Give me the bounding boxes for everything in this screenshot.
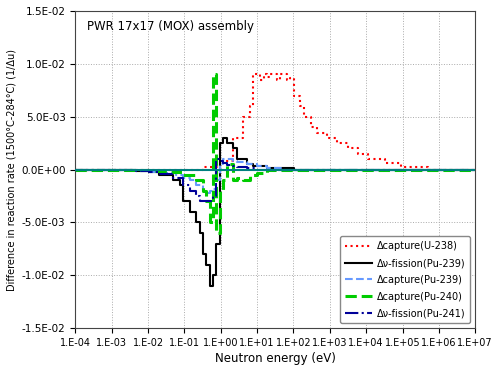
- Δν-fission(Pu-241): [214, 157, 220, 161]
- Δν-fission(Pu-239): [112, 167, 118, 172]
- Δcapture(Pu-240): [418, 167, 424, 172]
- Line: Δν-fission(Pu-239): Δν-fission(Pu-239): [76, 138, 475, 286]
- Line: Δν-fission(Pu-241): Δν-fission(Pu-241): [76, 159, 475, 201]
- Δν-fission(Pu-239): [352, 167, 358, 172]
- Δcapture(Pu-240): [264, 167, 270, 172]
- Δν-fission(Pu-241): [352, 167, 358, 172]
- Δcapture(U-238): [352, 146, 358, 151]
- Δcapture(Pu-239): [237, 160, 243, 164]
- Δcapture(U-238): [234, 136, 239, 140]
- Δν-fission(Pu-239): [264, 166, 270, 171]
- Δcapture(Pu-239): [472, 167, 478, 172]
- Δcapture(U-238): [472, 167, 478, 172]
- Line: Δcapture(U-238): Δcapture(U-238): [76, 74, 475, 170]
- Δν-fission(Pu-241): [264, 167, 270, 172]
- Line: Δcapture(Pu-239): Δcapture(Pu-239): [76, 159, 475, 193]
- X-axis label: Neutron energy (eV): Neutron energy (eV): [215, 352, 336, 365]
- Δcapture(Pu-239): [72, 167, 78, 172]
- Δcapture(U-238): [264, 72, 270, 77]
- Y-axis label: Difference in reaction rate (1500°C-284°C) (1/Δu): Difference in reaction rate (1500°C-284°…: [7, 49, 17, 291]
- Δν-fission(Pu-239): [388, 167, 394, 172]
- Δcapture(U-238): [250, 72, 256, 77]
- Δcapture(U-238): [385, 161, 391, 166]
- Δcapture(Pu-239): [388, 167, 394, 172]
- Δν-fission(Pu-239): [72, 167, 78, 172]
- Δν-fission(Pu-241): [472, 167, 478, 172]
- Δcapture(U-238): [112, 167, 118, 172]
- Δν-fission(Pu-241): [196, 199, 202, 203]
- Δν-fission(Pu-241): [72, 167, 78, 172]
- Δν-fission(Pu-239): [418, 167, 424, 172]
- Line: Δcapture(Pu-240): Δcapture(Pu-240): [76, 74, 475, 233]
- Δcapture(Pu-240): [352, 167, 358, 172]
- Legend: Δcapture(U-238), Δν-fission(Pu-239), Δcapture(Pu-239), Δcapture(Pu-240), Δν-fiss: Δcapture(U-238), Δν-fission(Pu-239), Δca…: [340, 236, 470, 323]
- Δcapture(Pu-239): [204, 190, 210, 195]
- Δcapture(Pu-240): [388, 167, 394, 172]
- Δν-fission(Pu-239): [237, 157, 243, 161]
- Δcapture(Pu-240): [237, 176, 243, 180]
- Δcapture(Pu-239): [112, 167, 118, 172]
- Δcapture(Pu-240): [72, 167, 78, 172]
- Δcapture(Pu-240): [210, 72, 216, 77]
- Δcapture(Pu-239): [352, 167, 358, 172]
- Δν-fission(Pu-241): [418, 167, 424, 172]
- Δν-fission(Pu-239): [472, 167, 478, 172]
- Δcapture(U-238): [418, 165, 424, 170]
- Δcapture(Pu-239): [264, 166, 270, 171]
- Δν-fission(Pu-241): [112, 167, 118, 172]
- Δν-fission(Pu-241): [237, 165, 243, 170]
- Δν-fission(Pu-239): [207, 283, 213, 288]
- Δcapture(Pu-240): [112, 167, 118, 172]
- Δcapture(Pu-239): [418, 167, 424, 172]
- Δcapture(Pu-240): [214, 231, 220, 235]
- Δν-fission(Pu-241): [388, 167, 394, 172]
- Δcapture(U-238): [72, 167, 78, 172]
- Δcapture(Pu-239): [220, 157, 226, 161]
- Text: PWR 17x17 (MOX) assembly: PWR 17x17 (MOX) assembly: [88, 20, 254, 33]
- Δν-fission(Pu-239): [220, 136, 226, 140]
- Δcapture(Pu-240): [472, 167, 478, 172]
